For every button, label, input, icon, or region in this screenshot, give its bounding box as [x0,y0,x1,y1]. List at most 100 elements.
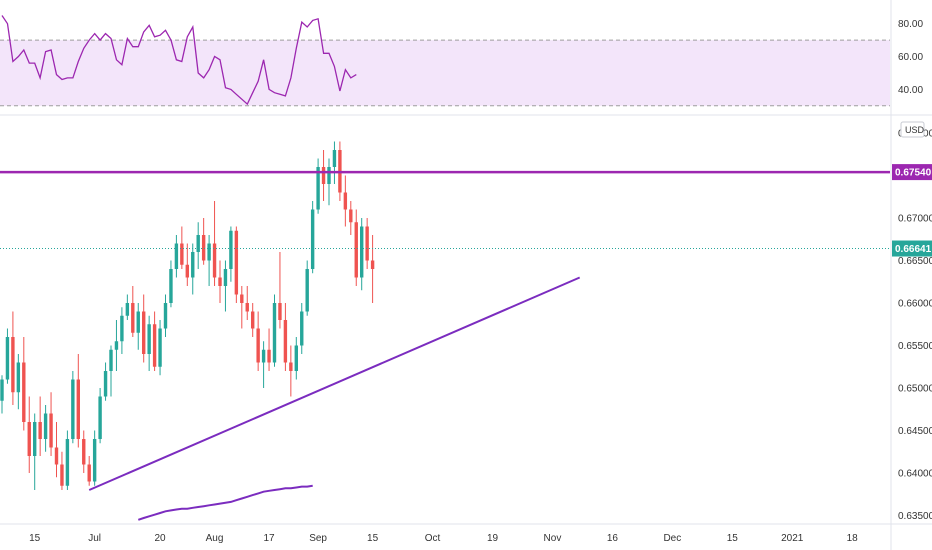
time-tick-label: 15 [367,533,379,544]
candle [212,201,217,286]
candle [131,286,135,337]
candle [310,201,315,274]
candle [240,286,244,329]
candle [370,235,375,303]
candle-body [349,209,353,223]
candle [300,303,304,354]
time-tick-label: Oct [425,533,441,544]
candle [256,311,260,371]
candle-body [321,167,326,184]
candle-body [33,422,37,456]
candle-body [54,447,59,465]
candle-body [27,422,31,456]
candle [92,430,97,486]
candle [142,294,146,363]
candle [289,345,293,397]
candle [349,201,353,235]
candle-body [16,362,21,393]
time-tick-label: Dec [663,533,681,544]
candle-body [152,324,157,367]
candle-body [212,243,217,278]
candle [305,260,309,316]
time-tick-label: Nov [544,533,562,544]
candle-body [327,167,331,184]
candle [201,218,206,265]
candle [365,218,369,269]
candle-body [245,303,249,312]
candle [354,209,358,286]
candle [87,456,91,486]
candle-body [256,328,260,363]
candle [343,175,348,227]
candle-body [163,303,168,329]
candle [169,260,173,308]
candle-body [92,439,97,482]
candle [245,286,249,320]
time-tick-label: Sep [309,533,327,544]
candle [294,337,298,380]
candle-body [223,269,228,286]
time-tick-label: 2021 [781,533,804,544]
candle [136,303,140,350]
candle [147,315,151,371]
candle [261,341,266,388]
candle-body [136,311,140,333]
candle [33,413,37,490]
currency-box[interactable] [900,121,925,138]
candle-body [49,413,53,448]
candle [196,222,200,269]
candle-body [300,311,304,346]
rsi-tick-label: 40.00 [898,85,923,96]
candle-body [109,349,113,371]
price-tick-label: 0.64500 [898,426,932,437]
price-tick-label: 0.67000 [898,214,932,225]
candle [103,362,108,401]
candle [27,396,31,473]
candle-body [82,439,86,465]
candle [180,226,184,269]
candle-body [218,277,222,286]
candle-body [289,362,293,371]
candle-body [261,349,266,363]
trend-line[interactable] [88,276,581,491]
candle-body [147,324,151,354]
candle-body [278,303,282,320]
price-tick-label: 0.64000 [898,469,932,480]
candle-body [251,311,255,329]
candle [174,235,179,278]
last-price-label: 0.66641 [895,244,932,255]
candle-body [240,294,244,303]
last-price-tag [892,240,932,257]
candle [38,396,42,456]
time-tick-label: 17 [263,533,275,544]
candle [316,158,320,214]
candle [76,354,80,448]
rsi-tick-label: 80.00 [898,19,923,30]
candle-body [158,328,162,367]
candle-body [98,396,102,439]
candle [114,320,119,371]
rsi-line [1,15,357,106]
candle-body [180,243,184,265]
candle-body [343,192,348,210]
candle-body [365,226,369,261]
moving-average-line [137,484,313,521]
rsi-tick-label: 60.00 [898,52,923,63]
horizontal-line-price-tag [892,164,932,181]
candle [163,294,168,337]
candle-body [76,379,80,439]
candle [120,307,124,354]
candle-body [5,337,10,380]
candle [16,354,21,410]
candle-body [201,235,206,261]
candle-body [38,422,42,439]
time-tick-label: 20 [154,533,166,544]
candle [283,303,288,371]
candle [327,158,331,206]
candle-body [196,235,200,252]
price-tick-label: 0.65000 [898,384,932,395]
candle-body [207,243,211,261]
candle [43,405,48,452]
candle-body [22,362,26,422]
candle-body [131,303,135,333]
